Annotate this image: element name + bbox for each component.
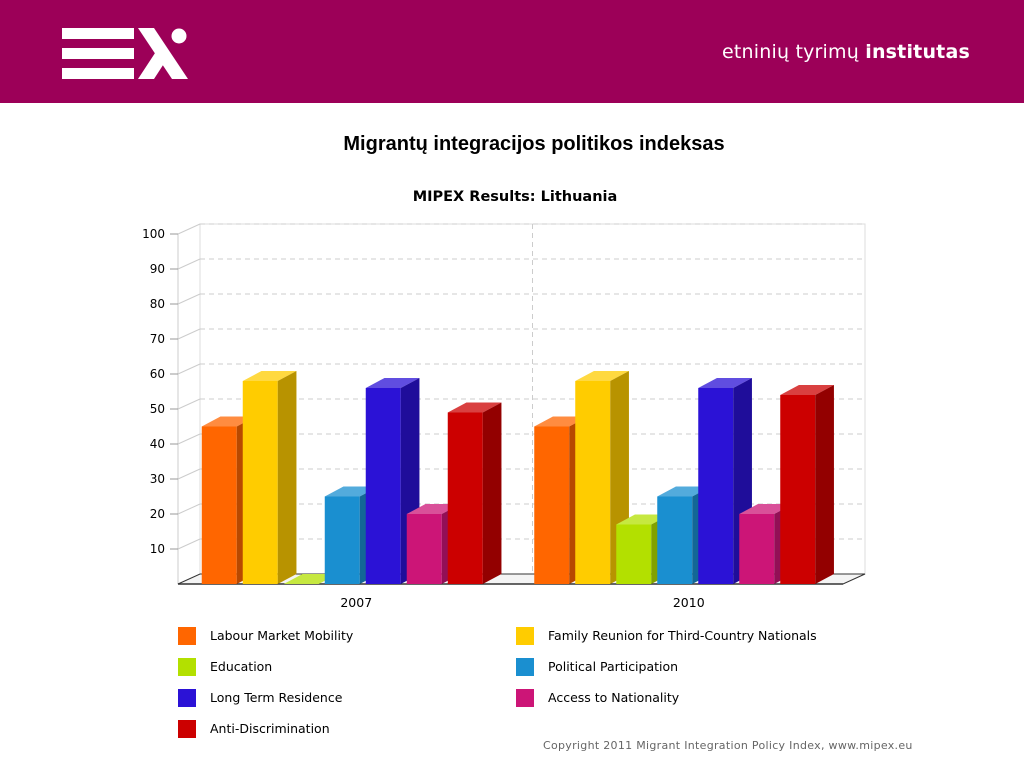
bar	[283, 574, 338, 584]
bar-top	[324, 486, 379, 497]
bar	[657, 486, 711, 584]
bar	[780, 385, 834, 584]
y-tick-label: 10	[150, 542, 165, 556]
gridline-side	[177, 328, 201, 340]
bar	[447, 402, 502, 584]
bar	[242, 371, 297, 584]
bar-top	[534, 416, 588, 427]
y-tick-label: 90	[150, 262, 165, 276]
legend-label: Political Participation	[548, 659, 679, 674]
bar-top	[283, 574, 338, 584]
header-banner: etninių tyrimų institutas	[0, 0, 1024, 103]
bar-front	[406, 514, 442, 584]
legend-swatch	[178, 689, 196, 707]
y-tick-label: 60	[150, 367, 165, 381]
legend-swatch	[178, 627, 196, 645]
bar-top	[739, 504, 793, 514]
legend-label: Anti-Discrimination	[210, 721, 330, 736]
bar-top	[616, 514, 670, 525]
y-tick-label: 50	[150, 402, 165, 416]
gridline-side	[177, 223, 201, 235]
bar-top	[242, 371, 297, 381]
gridline-side	[177, 433, 201, 445]
legend-label: Family Reunion for Third-Country Nationa…	[548, 628, 817, 643]
bar-front	[534, 426, 570, 584]
legend-swatch	[178, 658, 196, 676]
bar-front	[324, 496, 360, 584]
gridline-side	[177, 503, 201, 515]
legend-swatch	[516, 689, 534, 707]
x-tick-label: 2010	[673, 595, 705, 610]
bar-top	[201, 416, 256, 427]
bar-front	[739, 514, 775, 584]
legend-label: Access to Nationality	[548, 690, 680, 705]
gridline-side	[177, 258, 201, 270]
brand-name: etninių tyrimų institutas	[722, 41, 970, 63]
bar-top	[657, 486, 711, 497]
y-tick-label: 30	[150, 472, 165, 486]
legend-swatch	[516, 627, 534, 645]
x-tick-label: 2007	[340, 595, 372, 610]
bar-front	[242, 381, 278, 584]
y-tick-label: 80	[150, 297, 165, 311]
bar-front	[575, 381, 611, 584]
gridline-side	[177, 363, 201, 375]
bar-front	[780, 395, 816, 584]
legend-swatch	[516, 658, 534, 676]
bar-front	[201, 426, 237, 584]
bar-side	[815, 385, 834, 584]
chart-title: MIPEX Results: Lithuania	[412, 189, 618, 205]
bar-front	[657, 496, 693, 584]
y-tick-label: 100	[142, 227, 165, 241]
legend-swatch	[178, 720, 196, 738]
gridline-side	[177, 468, 201, 480]
legend-label: Education	[210, 659, 273, 674]
bar-top	[780, 385, 834, 395]
bar-top	[575, 371, 629, 381]
gridline-side	[177, 293, 201, 305]
brand-name-light: etninių tyrimų	[721, 41, 859, 63]
y-tick-label: 40	[150, 437, 165, 451]
slide-title: Migrantų integracijos politikos indeksas	[343, 133, 725, 155]
y-tick-label: 70	[150, 332, 165, 346]
bar-front	[616, 524, 652, 584]
bar-top	[365, 378, 420, 388]
bar-side	[482, 402, 502, 584]
bar-front	[698, 388, 734, 584]
bar-top	[406, 504, 461, 514]
bar-front	[365, 388, 401, 584]
legend-label: Long Term Residence	[210, 690, 343, 705]
gridline-side	[177, 538, 201, 550]
gridline-side	[177, 398, 201, 410]
bar-top	[698, 378, 752, 388]
legend-label: Labour Market Mobility	[210, 628, 354, 643]
bar-front	[447, 412, 483, 584]
bar-top	[447, 402, 502, 413]
y-tick-label: 20	[150, 507, 165, 521]
copyright-notice: Copyright 2011 Migrant Integration Polic…	[543, 739, 913, 752]
ei-logo-icon	[62, 28, 188, 79]
brand-name-bold: institutas	[865, 41, 970, 63]
bar-side	[277, 371, 297, 584]
